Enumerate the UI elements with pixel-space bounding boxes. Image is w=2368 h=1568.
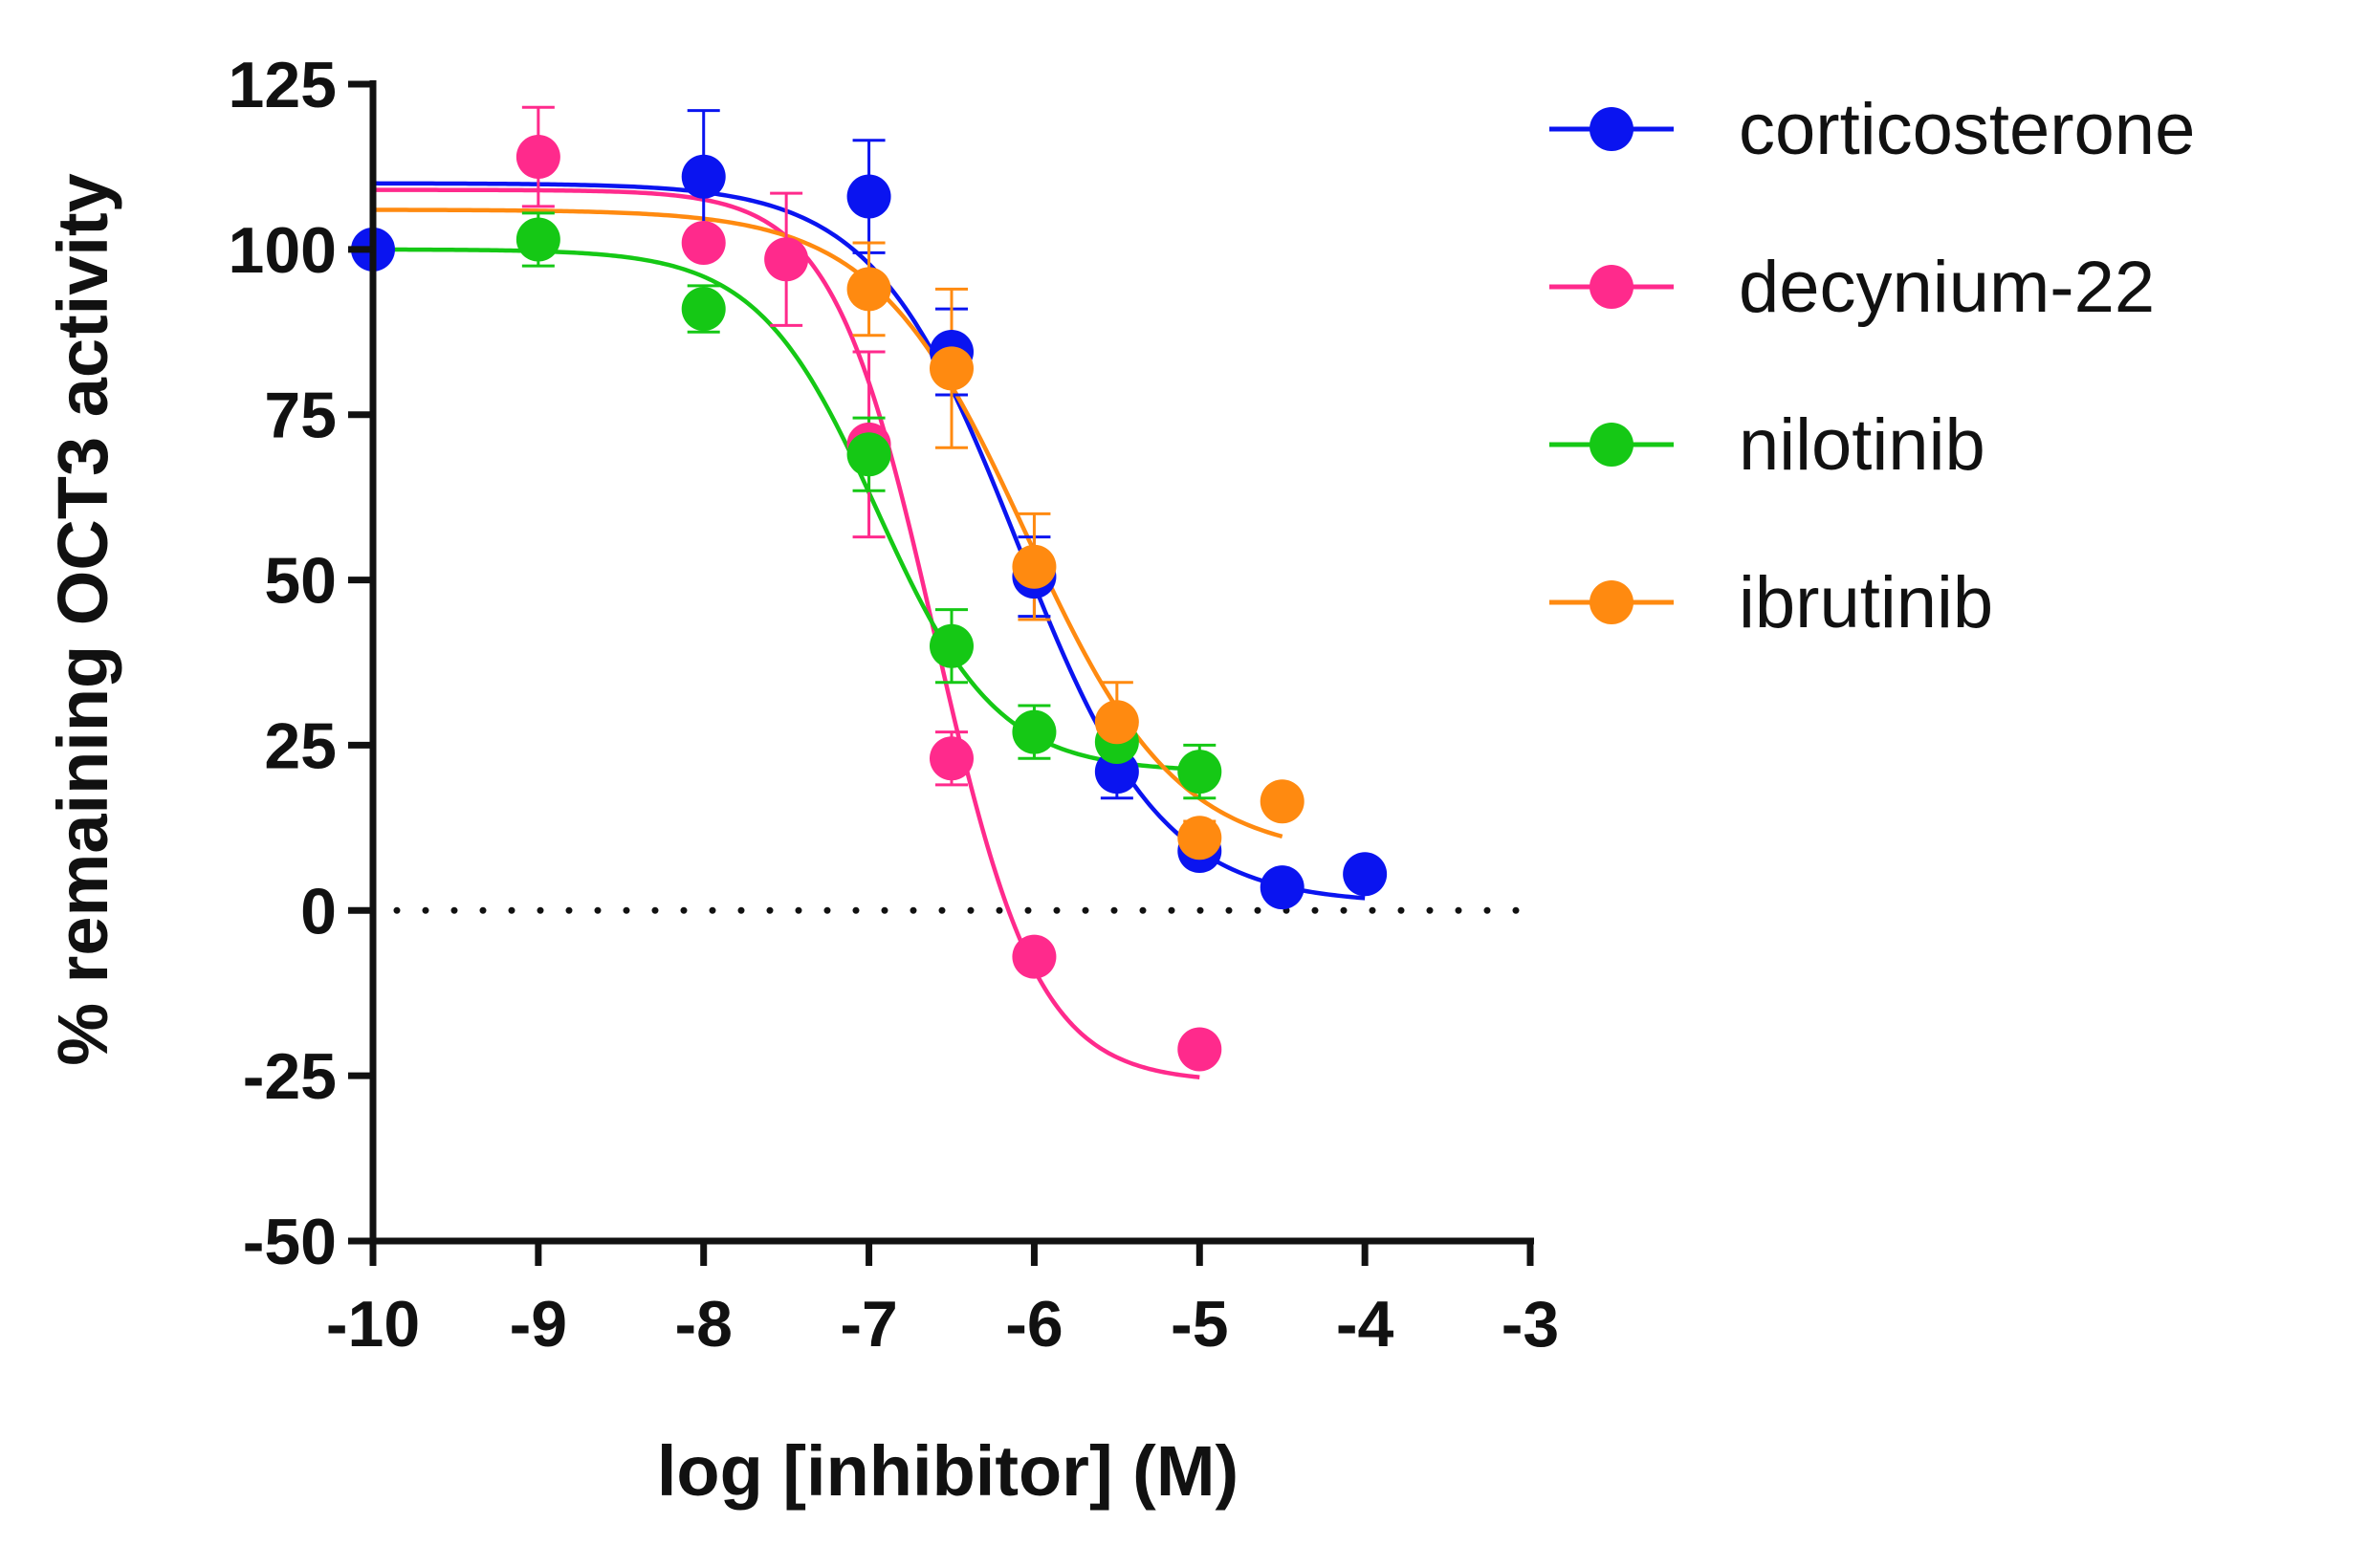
- data-point-ibrutinib: [1260, 779, 1305, 824]
- data-point-nilotinib: [681, 287, 726, 332]
- fit-curve-ibrutinib: [372, 207, 1283, 839]
- x-tick-label: -10: [326, 1288, 420, 1361]
- data-point-nilotinib: [1012, 709, 1057, 754]
- fit-curve-nilotinib: [373, 247, 1200, 772]
- legend: corticosterone decynium-22 nilotinib ibruti…: [1549, 89, 2195, 643]
- x-tick-label: -7: [840, 1288, 897, 1361]
- y-tick-label: 25: [264, 709, 337, 782]
- x-tick-label: -5: [1171, 1288, 1228, 1361]
- data-point-decynium-22: [764, 237, 809, 282]
- legend-marker-nilotinib: [1590, 423, 1633, 467]
- data-point-decynium-22: [681, 220, 726, 265]
- legend-marker-decynium-22: [1590, 265, 1633, 309]
- y-tick-label: -50: [243, 1206, 337, 1278]
- data-point-corticosterone: [1260, 865, 1305, 910]
- legend-marker-corticosterone: [1590, 107, 1633, 151]
- y-tick-label: 0: [300, 875, 337, 947]
- data-point-nilotinib: [1177, 750, 1222, 795]
- x-tick-label: -4: [1336, 1288, 1394, 1361]
- data-point-nilotinib: [515, 217, 560, 262]
- legend-label-nilotinib: nilotinib: [1739, 404, 1985, 486]
- data-points-layer: [351, 135, 1388, 1072]
- data-point-ibrutinib: [930, 346, 974, 391]
- data-point-ibrutinib: [846, 267, 891, 312]
- data-point-corticosterone: [846, 174, 891, 219]
- data-point-ibrutinib: [1094, 700, 1139, 745]
- x-tick-label: -9: [510, 1288, 567, 1361]
- data-point-decynium-22: [930, 736, 974, 781]
- data-point-decynium-22: [1177, 1027, 1222, 1072]
- x-tick-label: -3: [1502, 1288, 1559, 1361]
- x-tick-label: -8: [674, 1288, 732, 1361]
- x-tick-label: -6: [1005, 1288, 1063, 1361]
- axes-layer: -50 -25 0 25 50 75 100 125 -10 -9 -8 -7 -6 -5 -4 -3: [229, 49, 1560, 1361]
- error-bars-layer: [521, 105, 1382, 1061]
- y-tick-label: 125: [229, 49, 337, 121]
- legend-label-corticosterone: corticosterone: [1739, 89, 2195, 170]
- data-point-decynium-22: [1012, 934, 1057, 979]
- legend-label-decynium-22: decynium-22: [1739, 247, 2155, 328]
- data-point-ibrutinib: [1177, 816, 1222, 860]
- data-point-nilotinib: [930, 623, 974, 668]
- y-tick-label: 100: [229, 214, 337, 287]
- y-tick-label: 50: [264, 545, 337, 618]
- y-tick-label: -25: [243, 1040, 337, 1113]
- data-point-ibrutinib: [1012, 544, 1057, 589]
- legend-label-ibrutinib: ibrutinib: [1739, 562, 1993, 643]
- data-point-corticosterone: [1343, 852, 1388, 897]
- legend-marker-ibrutinib: [1590, 580, 1633, 624]
- y-axis-title: % remaining OCT3 activity: [43, 173, 122, 1066]
- data-point-corticosterone: [681, 154, 726, 199]
- data-point-decynium-22: [515, 135, 560, 180]
- y-tick-label: 75: [264, 380, 337, 452]
- data-point-nilotinib: [846, 432, 891, 477]
- x-axis-title: log [inhibitor] (M): [657, 1431, 1239, 1511]
